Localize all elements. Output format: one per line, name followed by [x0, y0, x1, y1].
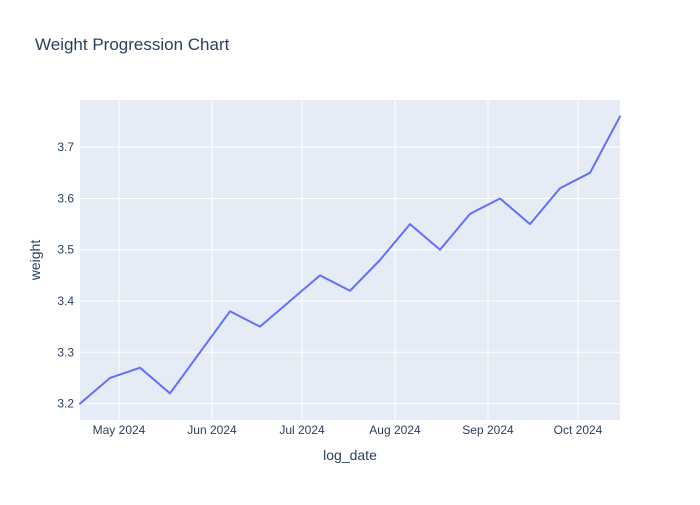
- x-tick-label: May 2024: [93, 423, 146, 437]
- y-tick-label: 3.5: [57, 243, 74, 257]
- x-tick-label: Oct 2024: [554, 423, 603, 437]
- y-tick-label: 3.6: [57, 191, 74, 205]
- x-tick-label: Jul 2024: [279, 423, 325, 437]
- y-tick-label: 3.2: [57, 397, 74, 411]
- y-tick-label: 3.7: [57, 140, 74, 154]
- y-tick-label: 3.4: [57, 294, 74, 308]
- x-tick-label: Aug 2024: [369, 423, 421, 437]
- x-axis-title: log_date: [323, 447, 377, 463]
- y-tick-label: 3.3: [57, 345, 74, 359]
- x-tick-label: Sep 2024: [462, 423, 514, 437]
- plot-area: [80, 100, 620, 420]
- y-tick-labels: 3.2 3.3 3.4 3.5 3.6 3.7: [57, 140, 74, 410]
- x-tick-labels: May 2024 Jun 2024 Jul 2024 Aug 2024 Sep 2024…: [93, 423, 603, 437]
- chart-title: Weight Progression Chart: [35, 35, 230, 54]
- x-tick-label: Jun 2024: [187, 423, 237, 437]
- y-axis-title: weight: [27, 240, 43, 282]
